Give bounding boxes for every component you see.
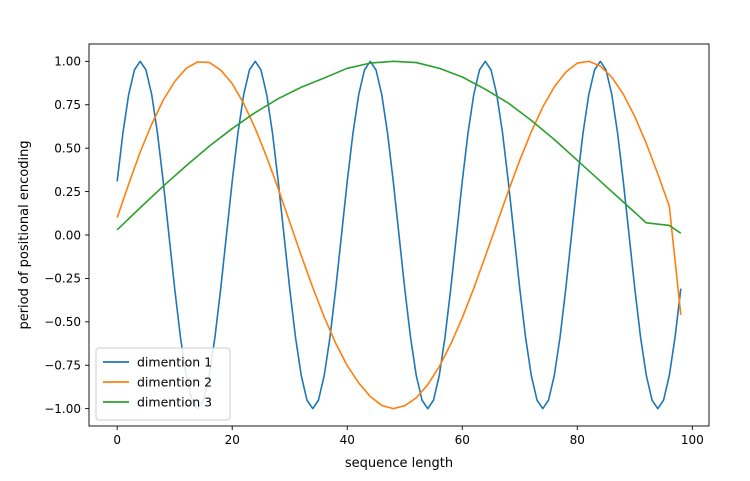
x-tick-label: 80	[570, 433, 585, 447]
axes-layer: 0 20 40 60 80 100 −1.00 −0.75 −0.50 −0.25 0.00 0.25…	[44, 43, 710, 447]
legend-box	[95, 347, 231, 421]
x-axis-label: sequence length	[345, 456, 453, 471]
series-line-3	[116, 60, 682, 234]
legend-label-2: dimention 2	[137, 375, 212, 390]
y-tick-label: −1.00	[44, 402, 81, 416]
y-tick-label: 0.50	[54, 141, 81, 155]
y-tick-label: 0.25	[54, 185, 81, 199]
legend-label-1: dimention 1	[137, 355, 212, 370]
y-tick-label: 0.75	[54, 98, 81, 112]
x-tick-label: 40	[340, 433, 355, 447]
y-axis-label: period of positional encoding	[17, 140, 32, 329]
y-tick-label: 1.00	[54, 55, 81, 69]
x-tick-label: 100	[681, 433, 704, 447]
x-tick-label: 0	[113, 433, 121, 447]
y-tick-label: −0.25	[44, 272, 81, 286]
legend-label-3: dimention 3	[137, 395, 212, 410]
y-tick-label: −0.50	[44, 315, 81, 329]
legend: dimention 1 dimention 2 dimention 3	[95, 347, 231, 421]
y-tick-label: −0.75	[44, 359, 81, 373]
x-tick-label: 60	[455, 433, 470, 447]
y-tick-label: 0.00	[54, 228, 81, 242]
x-tick-label: 20	[225, 433, 240, 447]
series-line-2	[116, 60, 682, 410]
